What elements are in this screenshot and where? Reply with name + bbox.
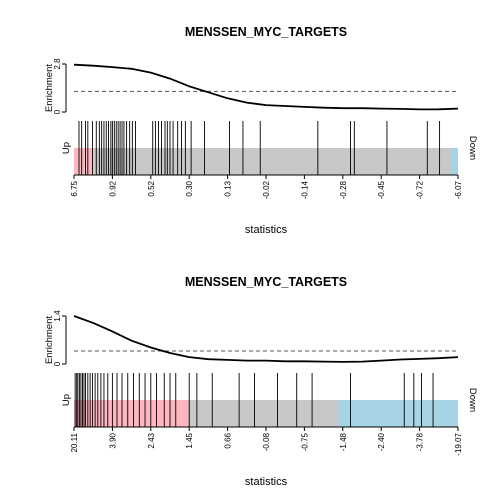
down-region-bar	[451, 148, 458, 175]
x-tick-label: -0.28	[339, 180, 348, 199]
neutral-region-bar	[93, 148, 451, 175]
x-tick-label: 0.13	[224, 180, 233, 196]
x-tick-label: -1.48	[339, 432, 348, 451]
x-tick-label: -0.02	[262, 180, 271, 199]
enrichment-curve	[74, 65, 458, 110]
x-tick-label: 0.52	[147, 180, 156, 196]
x-tick-label: 0.66	[224, 432, 233, 448]
down-region-bar	[339, 400, 458, 427]
x-tick-label: 0.92	[108, 180, 117, 196]
x-tick-label: -2.40	[377, 432, 386, 451]
x-tick-label: -3.78	[416, 432, 425, 451]
x-tick-label: 3.90	[108, 432, 117, 448]
y-axis-label: Enrichment	[44, 316, 55, 364]
x-tick-label: 0.30	[185, 180, 194, 196]
down-label: Down	[467, 136, 478, 160]
up-region-bar	[74, 148, 93, 175]
x-tick-label: -0.75	[300, 432, 309, 451]
enrichment-curve	[74, 316, 458, 362]
y-axis-label: Enrichment	[44, 64, 55, 112]
x-tick-label: 20.11	[70, 432, 79, 452]
x-tick-label: -0.72	[416, 180, 425, 199]
x-tick-label: -19.07	[454, 432, 463, 455]
x-tick-label: 2.43	[147, 432, 156, 448]
x-tick-label: 6.75	[70, 180, 79, 196]
down-label: Down	[467, 388, 478, 412]
neutral-region-bar	[189, 400, 339, 427]
chart-title: MENSSEN_MYC_TARGETS	[185, 25, 347, 39]
x-axis-title: statistics	[245, 224, 288, 236]
up-label: Up	[61, 394, 72, 406]
x-tick-label: -0.14	[300, 180, 309, 199]
x-tick-label: 1.45	[185, 432, 194, 448]
x-tick-label: -0.08	[262, 432, 271, 451]
up-label: Up	[61, 142, 72, 154]
x-tick-label: -6.07	[454, 180, 463, 199]
up-region-bar	[74, 400, 189, 427]
x-axis-title: statistics	[245, 476, 288, 488]
x-tick-label: -0.45	[377, 180, 386, 199]
chart-title: MENSSEN_MYC_TARGETS	[185, 275, 347, 289]
